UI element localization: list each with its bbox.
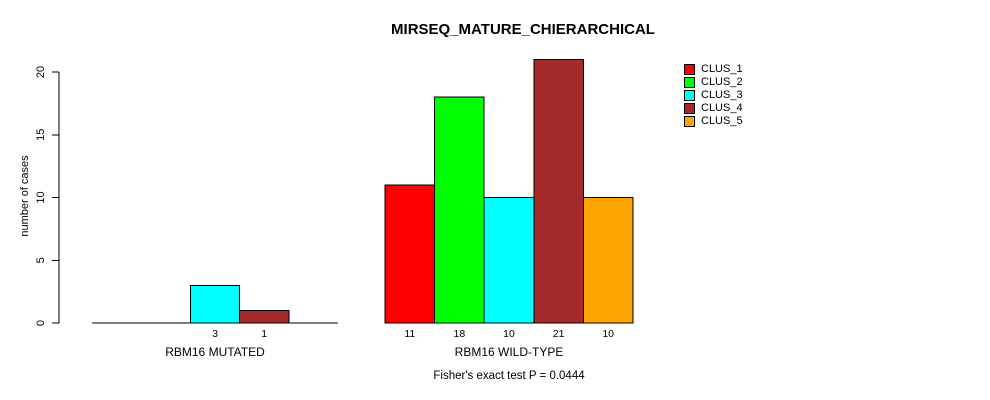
bar-clus_2 [434, 96, 485, 324]
bar-value-label: 10 [602, 328, 614, 340]
bar-value-label: 18 [454, 328, 466, 340]
y-axis-title: number of cases [19, 155, 31, 237]
legend-row: CLUS_3 [684, 89, 743, 102]
bar-value-label: 10 [503, 328, 515, 340]
y-tick-label: 5 [35, 257, 47, 263]
y-tick-label: 10 [35, 191, 47, 203]
legend-label: CLUS_5 [701, 114, 743, 127]
group-label: RBM16 WILD-TYPE [455, 345, 564, 359]
bar-clus_4 [533, 58, 584, 324]
legend-label: CLUS_2 [701, 75, 743, 88]
bar-clus_1 [384, 184, 436, 324]
bar-value-label: 21 [553, 328, 565, 340]
legend-row: CLUS_5 [684, 115, 743, 128]
y-tick-label: 0 [35, 320, 47, 326]
legend-swatch-clus_5 [684, 115, 695, 127]
y-tick-label: 15 [35, 129, 47, 141]
bar-clus_3 [483, 197, 535, 324]
legend-label: CLUS_4 [701, 101, 743, 114]
fisher-test-footnote: Fisher's exact test P = 0.0444 [433, 370, 585, 382]
legend-swatch-clus_3 [684, 89, 695, 101]
group-label: RBM16 MUTATED [165, 345, 265, 359]
chart-title: MIRSEQ_MATURE_CHIERARCHICAL [391, 21, 655, 38]
bar-value-label: 11 [404, 328, 415, 340]
bar-value-label: 1 [261, 328, 267, 340]
legend-row: CLUS_1 [684, 63, 743, 76]
legend-label: CLUS_1 [701, 62, 743, 75]
legend-swatch-clus_2 [684, 76, 695, 88]
legend-swatch-clus_1 [684, 63, 695, 75]
legend-row: CLUS_2 [684, 76, 743, 89]
bar-clus_4 [239, 309, 290, 324]
legend-row: CLUS_4 [684, 102, 743, 115]
y-tick-label: 20 [35, 66, 47, 78]
chart-legend: CLUS_1 CLUS_2 CLUS_3 CLUS_4 CLUS_5 [684, 63, 743, 127]
legend-label: CLUS_3 [701, 88, 743, 101]
bar-value-label: 3 [212, 328, 218, 340]
bar-clus_5 [582, 197, 634, 324]
legend-swatch-clus_4 [684, 102, 695, 114]
bar-clus_3 [189, 284, 241, 324]
